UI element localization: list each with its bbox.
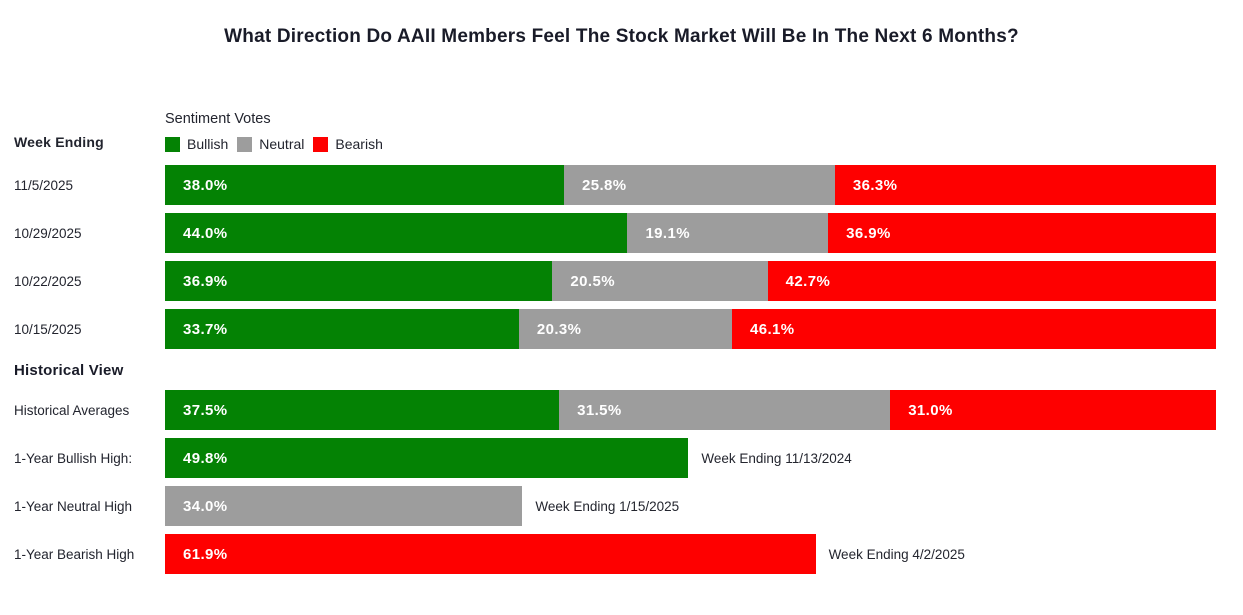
segment-value-label: 44.0% bbox=[183, 224, 228, 242]
segment-value-label: 20.5% bbox=[570, 272, 615, 290]
segment-value-label: 36.3% bbox=[852, 176, 898, 194]
bullish-segment: 38.0% bbox=[165, 165, 564, 205]
bullish-segment: 49.8% bbox=[165, 438, 689, 478]
week-ending-column-header: Week Ending bbox=[14, 134, 104, 150]
segment-value-label: 25.8% bbox=[581, 176, 627, 194]
segment-value-label: 36.9% bbox=[846, 224, 891, 242]
bar-track: 36.9% 20.5% 42.7% bbox=[165, 261, 1216, 301]
historical-rows: Historical Averages 37.5% 31.5% 31.0% 1-Year… bbox=[0, 390, 1243, 574]
week-ending-note: Week Ending 4/2/2025 bbox=[828, 546, 965, 562]
high-row-bearish: 1-Year Bearish High 61.9% Week Ending 4/2/… bbox=[0, 534, 1243, 574]
segment-value-label: 61.9% bbox=[183, 545, 228, 563]
row-label: 1-Year Bearish High bbox=[14, 546, 135, 562]
segment-value-label: 31.0% bbox=[908, 401, 953, 419]
high-row-bullish: 1-Year Bullish High: 49.8% Week Ending 11/… bbox=[0, 438, 1243, 478]
week-ending-note: Week Ending 1/15/2025 bbox=[535, 498, 680, 514]
chart-title: What Direction Do AAII Members Feel The … bbox=[224, 26, 1019, 47]
week-ending-note: Week Ending 11/13/2024 bbox=[701, 450, 852, 466]
bearish-segment: 31.0% bbox=[890, 390, 1216, 430]
neutral-segment: 34.0% bbox=[165, 486, 523, 526]
sentiment-row: 10/22/2025 36.9% 20.5% 42.7% bbox=[0, 261, 1243, 301]
legend-item-bullish: Bullish bbox=[165, 136, 228, 152]
bar-track: 44.0% 19.1% 36.9% bbox=[165, 213, 1216, 253]
bearish-segment: 42.7% bbox=[767, 261, 1216, 301]
legend-item-neutral: Neutral bbox=[237, 136, 304, 152]
legend-item-bearish: Bearish bbox=[313, 136, 383, 152]
segment-value-label: 31.5% bbox=[577, 401, 622, 419]
segment-value-label: 33.7% bbox=[183, 320, 228, 338]
legend-label: Bullish bbox=[187, 136, 229, 152]
neutral-swatch bbox=[237, 136, 253, 152]
row-label: 10/29/2025 bbox=[14, 225, 82, 241]
bearish-swatch bbox=[313, 136, 329, 152]
neutral-segment: 19.1% bbox=[627, 213, 829, 253]
bar-track: 34.0% Week Ending 1/15/2025 bbox=[165, 486, 1216, 526]
high-row-neutral: 1-Year Neutral High 34.0% Week Ending 1/15… bbox=[0, 486, 1243, 526]
row-label: Historical Averages bbox=[14, 402, 130, 418]
row-label: 1-Year Neutral High bbox=[14, 498, 133, 514]
legend-block: Sentiment Votes Bullish Neutral Bearish bbox=[165, 111, 392, 152]
segment-value-label: 37.5% bbox=[183, 401, 228, 419]
bearish-segment: 36.3% bbox=[834, 165, 1216, 205]
bullish-segment: 33.7% bbox=[165, 309, 519, 349]
neutral-segment: 25.8% bbox=[563, 165, 835, 205]
bearish-segment: 36.9% bbox=[828, 213, 1216, 253]
bullish-segment: 37.5% bbox=[165, 390, 560, 430]
bar-track: 33.7% 20.3% 46.1% bbox=[165, 309, 1216, 349]
legend-title: Sentiment Votes bbox=[165, 111, 271, 127]
chart-header-row: Week Ending Sentiment Votes Bullish Neutr… bbox=[0, 111, 1243, 152]
neutral-segment: 20.3% bbox=[518, 309, 732, 349]
bar-track: 49.8% Week Ending 11/13/2024 bbox=[165, 438, 1216, 478]
legend-label: Bearish bbox=[335, 136, 383, 152]
historical-averages-row: Historical Averages 37.5% 31.5% 31.0% bbox=[0, 390, 1243, 430]
bar-track: 37.5% 31.5% 31.0% bbox=[165, 390, 1216, 430]
legend: Bullish Neutral Bearish bbox=[165, 136, 392, 152]
row-label: 1-Year Bullish High: bbox=[14, 450, 133, 466]
segment-value-label: 36.9% bbox=[183, 272, 228, 290]
row-label: 10/22/2025 bbox=[14, 273, 82, 289]
segment-value-label: 20.3% bbox=[536, 320, 582, 338]
bullish-swatch bbox=[165, 136, 180, 152]
sentiment-row: 10/29/2025 44.0% 19.1% 36.9% bbox=[0, 213, 1243, 253]
aaii-sentiment-chart: What Direction Do AAII Members Feel The … bbox=[0, 26, 1243, 574]
segment-value-label: 38.0% bbox=[183, 176, 228, 194]
segment-value-label: 19.1% bbox=[645, 224, 690, 242]
bar-track: 61.9% Week Ending 4/2/2025 bbox=[165, 534, 1216, 574]
neutral-segment: 20.5% bbox=[552, 261, 768, 301]
neutral-segment: 31.5% bbox=[559, 390, 891, 430]
bullish-segment: 44.0% bbox=[165, 213, 628, 253]
segment-value-label: 49.8% bbox=[183, 449, 228, 467]
bearish-segment: 46.1% bbox=[731, 309, 1216, 349]
bar-track: 38.0% 25.8% 36.3% bbox=[165, 165, 1216, 205]
bullish-segment: 36.9% bbox=[165, 261, 553, 301]
row-label: 11/5/2025 bbox=[14, 177, 74, 193]
weekly-sentiment-rows: 11/5/2025 38.0% 25.8% 36.3% 10/29/2025 44.0% 1… bbox=[0, 165, 1243, 349]
legend-label: Neutral bbox=[259, 136, 305, 152]
segment-value-label: 34.0% bbox=[183, 497, 228, 515]
segment-value-label: 46.1% bbox=[749, 320, 795, 338]
segment-value-label: 42.7% bbox=[785, 272, 831, 290]
bearish-segment: 61.9% bbox=[165, 534, 816, 574]
sentiment-row: 11/5/2025 38.0% 25.8% 36.3% bbox=[0, 165, 1243, 205]
row-label: 10/15/2025 bbox=[14, 321, 82, 337]
sentiment-row: 10/15/2025 33.7% 20.3% 46.1% bbox=[0, 309, 1243, 349]
historical-view-header: Historical View bbox=[14, 362, 124, 379]
